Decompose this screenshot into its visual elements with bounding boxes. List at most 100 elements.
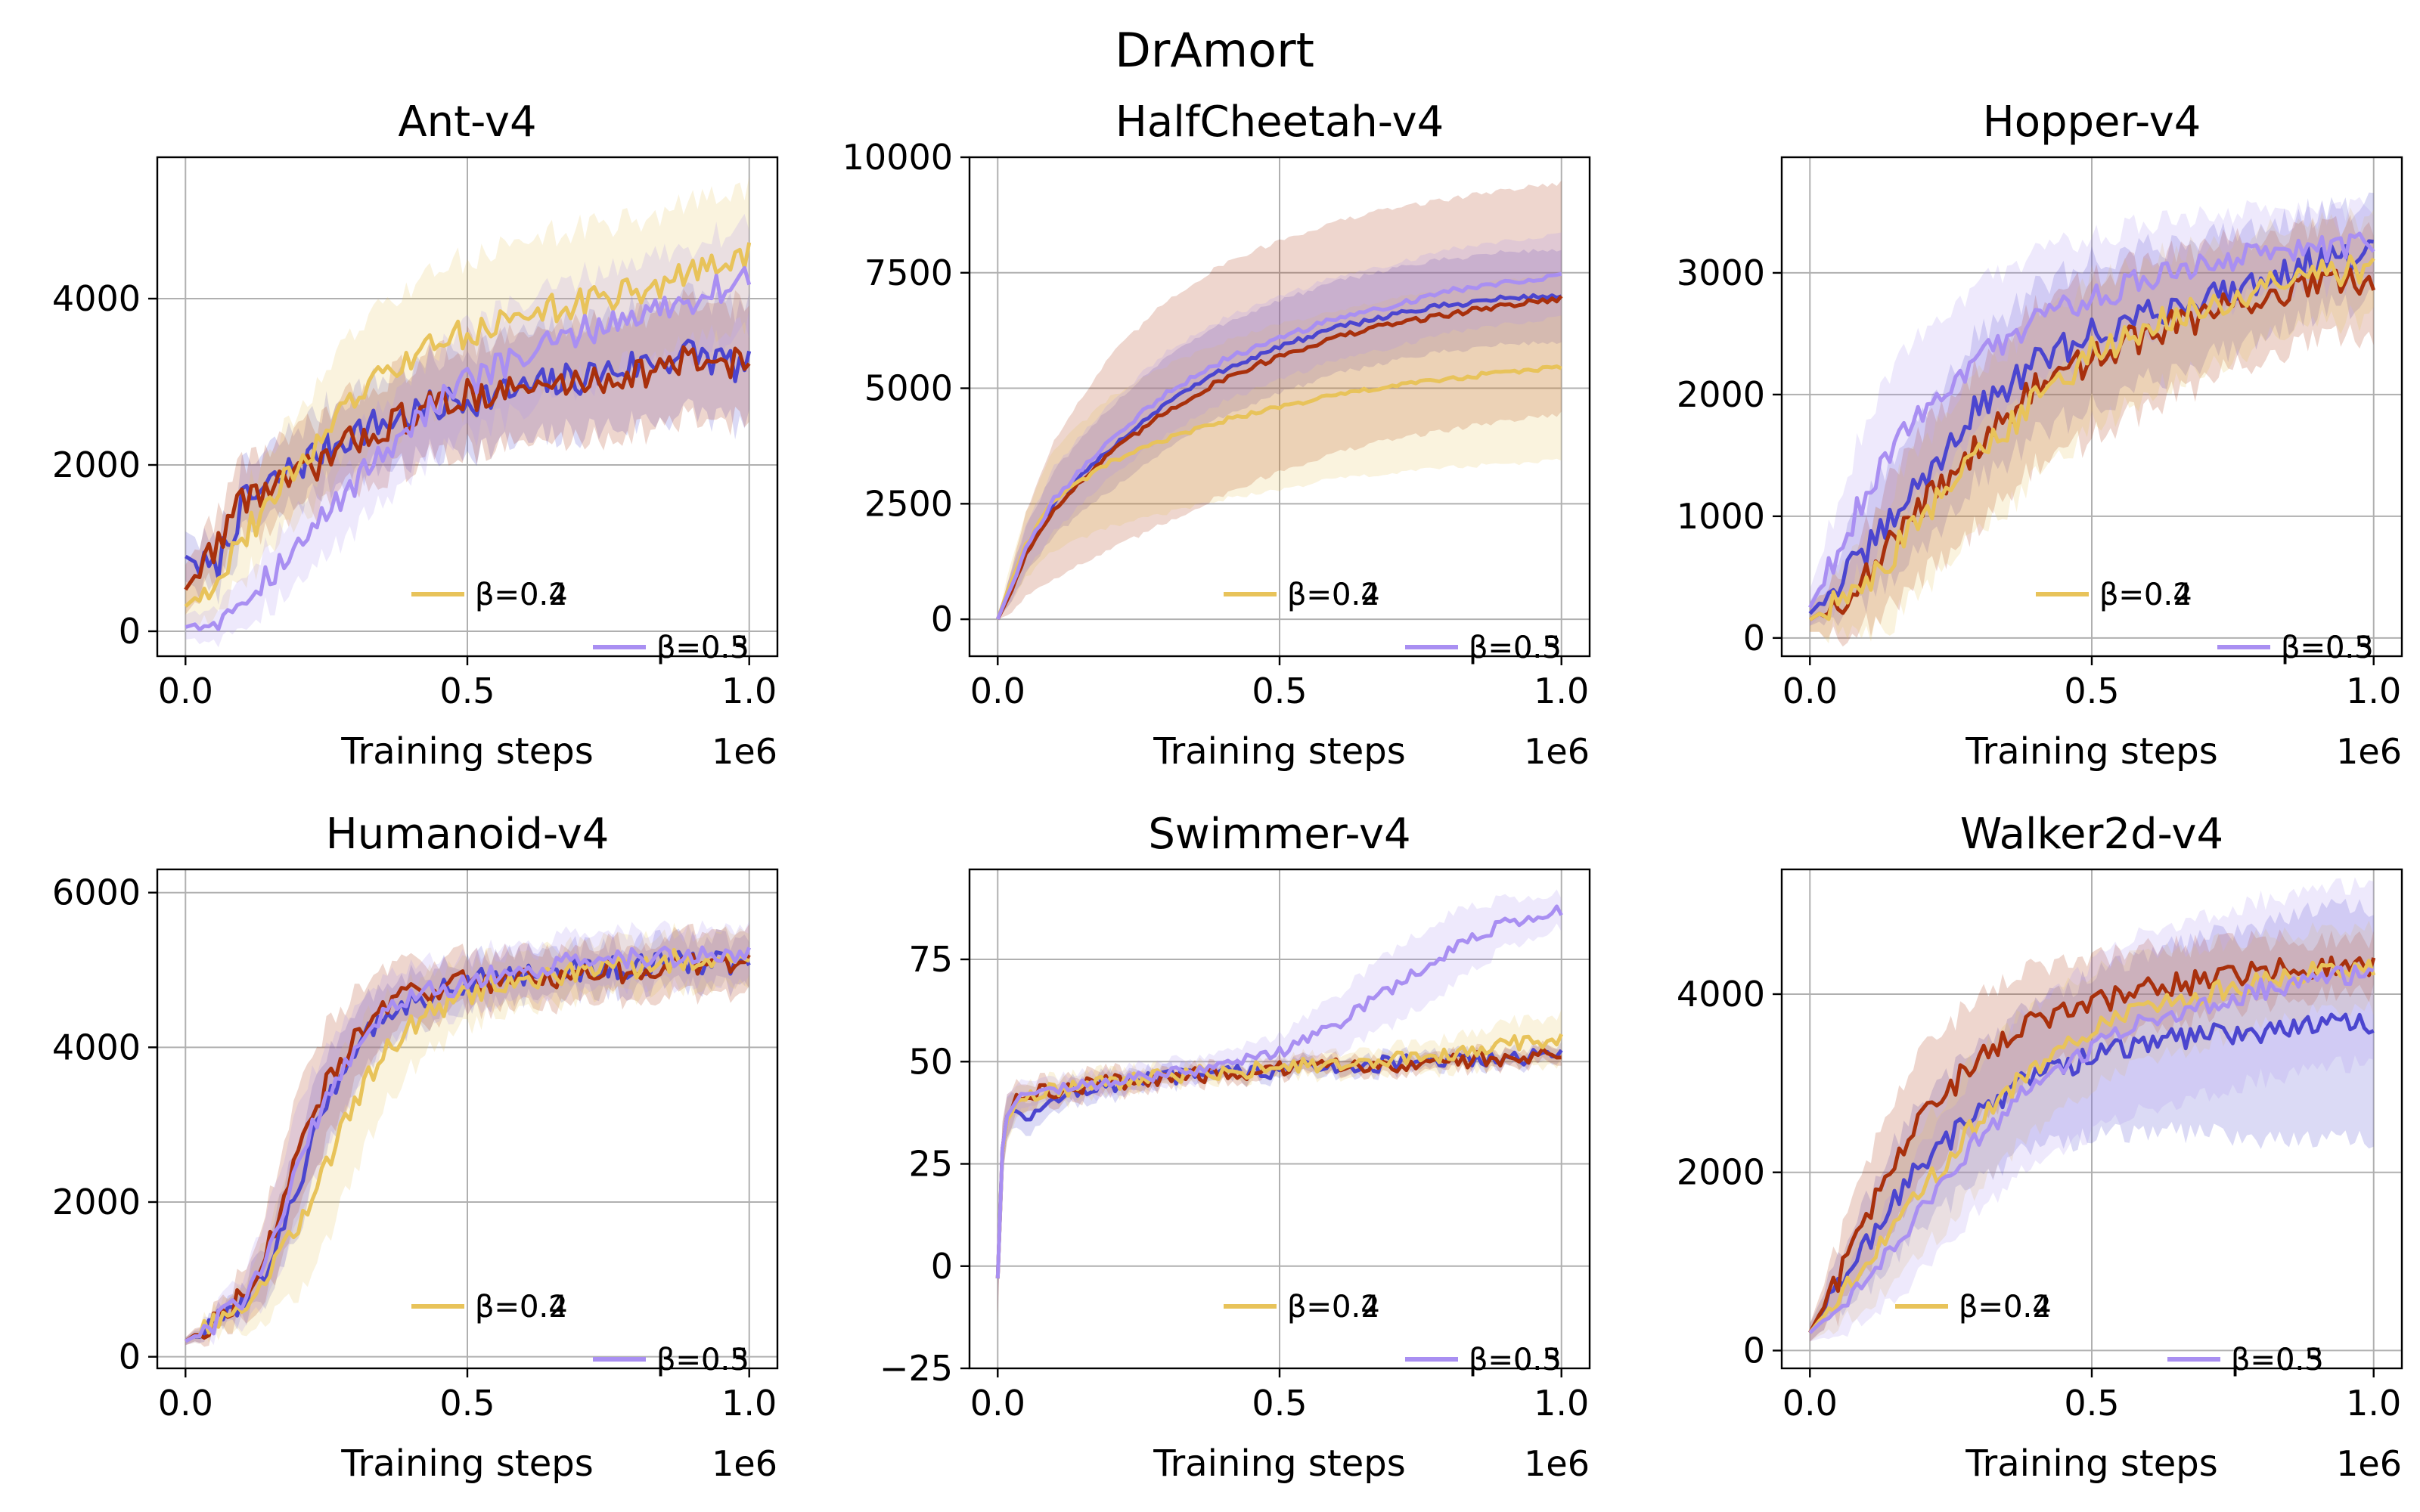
- y-tick-label: 2000: [52, 445, 141, 485]
- x-tick-label: 0.5: [2064, 671, 2119, 711]
- series-line-β=0.5: [185, 945, 751, 1343]
- confidence-band-β=0.4: [1810, 920, 2374, 1342]
- y-tick-label: 0: [931, 599, 953, 640]
- x-tick-label: 1.0: [2346, 1383, 2401, 1424]
- legend-label: β=0.2: [1959, 1290, 2052, 1325]
- ticks: [148, 297, 750, 665]
- series-line-β=0.3: [1808, 267, 2376, 621]
- y-tick-label: 10000: [842, 137, 953, 178]
- x-tick-label: 0.0: [970, 1383, 1025, 1424]
- series-line-β=0.5: [1808, 964, 2375, 1334]
- series-line-β=0.3: [1808, 955, 2376, 1334]
- x-tick-label: 0.0: [1782, 1383, 1838, 1424]
- y-tick-label: 0: [1743, 618, 1765, 658]
- plot-area: [995, 889, 1563, 1320]
- gridlines: [157, 157, 777, 656]
- confidence-band-β=0.4: [1810, 207, 2374, 644]
- figure-title: DrAmort: [1115, 23, 1314, 78]
- x-axis-multiplier: 1e6: [1524, 731, 1590, 772]
- axes-title: Ant-v4: [398, 98, 536, 147]
- series-line-β=0.5: [995, 904, 1563, 1279]
- series-line-β=0.5: [185, 265, 752, 632]
- y-tick-label: 2000: [1677, 374, 1765, 415]
- y-tick-label: 3000: [1677, 253, 1765, 293]
- x-tick-label: 0.0: [158, 671, 213, 711]
- x-axis-label: Training steps: [1153, 730, 1406, 773]
- plot-area: [995, 180, 1563, 621]
- x-tick-label: 0.0: [158, 1383, 213, 1424]
- plot-area: [184, 175, 752, 648]
- y-tick-label: 25: [908, 1144, 953, 1185]
- plot-area: [184, 920, 751, 1347]
- legend-label: β=0.4: [1287, 578, 1380, 612]
- x-tick-label: 1.0: [2346, 671, 2401, 711]
- x-axis-multiplier: 1e6: [712, 1443, 777, 1484]
- legend-label: β=0.4: [1959, 1290, 2052, 1325]
- legend-label: β=0.2: [475, 1290, 568, 1325]
- legend-label: β=0.3: [656, 1343, 749, 1377]
- y-tick-label: 0: [119, 611, 141, 652]
- x-axis-multiplier: 1e6: [1524, 1443, 1590, 1484]
- legend-label: β=0.4: [475, 1290, 568, 1325]
- confidence-band-β=0.4: [997, 274, 1562, 620]
- axes-title: Humanoid-v4: [326, 810, 610, 859]
- y-tick-label: 0: [931, 1246, 953, 1287]
- y-tick-label: 2000: [1677, 1152, 1765, 1193]
- x-tick-label: 1.0: [721, 1383, 777, 1424]
- axes-title: HalfCheetah-v4: [1115, 98, 1444, 147]
- series-line-β=0.5: [995, 271, 1562, 621]
- y-tick-label: 5000: [864, 368, 953, 409]
- y-tick-label: 4000: [1677, 974, 1765, 1015]
- legend-label: β=0.4: [2099, 578, 2192, 612]
- x-axis-label: Training steps: [340, 730, 594, 773]
- ticks: [1773, 993, 2375, 1377]
- panel-halfcheetah-v4: 0.0 0.5 1.0 0 2500 5000 7500 10000 HalfCheetah-v…: [842, 98, 1591, 773]
- gridlines: [157, 869, 777, 1368]
- legend: β=0.2 β=0.3 β=0.4 β=0.5: [1895, 1290, 2324, 1377]
- panel-hopper-v4: 0.0 0.5 1.0 0 1000 2000 3000 Hopper-v4 Training …: [1677, 98, 2403, 773]
- x-tick-label: 0.0: [1782, 671, 1838, 711]
- x-axis-label: Training steps: [1965, 1442, 2218, 1485]
- x-tick-label: 1.0: [1534, 1383, 1589, 1424]
- legend-label: β=0.2: [475, 578, 568, 612]
- series-line-β=0.3: [184, 345, 751, 591]
- panel-humanoid-v4: 0.0 0.5 1.0 0 2000 4000 6000 Humanoid-v4 Trainin…: [52, 810, 779, 1485]
- legend-label: β=0.3: [1469, 1343, 1562, 1377]
- series-line-β=0.2: [1808, 1012, 2375, 1334]
- confidence-band-β=0.3: [185, 923, 749, 1347]
- x-axis-label: Training steps: [340, 1442, 594, 1485]
- panel-swimmer-v4: 0.0 0.5 1.0 −25 0 25 50 75 Swimmer-v4 Training st…: [880, 810, 1591, 1485]
- legend-label: β=0.4: [1287, 1290, 1380, 1325]
- ticks: [1773, 271, 2375, 665]
- x-axis-multiplier: 1e6: [2336, 731, 2402, 772]
- legend-label: β=0.3: [2281, 631, 2374, 665]
- series-line-β=0.4: [1808, 254, 2375, 621]
- series-line-β=0.4: [995, 364, 1562, 620]
- x-tick-label: 1.0: [721, 671, 777, 711]
- x-axis-multiplier: 1e6: [712, 731, 777, 772]
- ticks: [960, 156, 1562, 665]
- confidence-band-β=0.5: [1810, 877, 2374, 1342]
- legend-label: β=0.2: [2099, 578, 2192, 612]
- panel-ant-v4: 0.0 0.5 1.0 0 2000 4000 Ant-v4 Training steps 1e…: [52, 98, 779, 773]
- confidence-band-β=0.5: [997, 889, 1562, 1312]
- legend-label: β=0.3: [656, 631, 749, 665]
- axes-title: Swimmer-v4: [1148, 810, 1410, 859]
- plot-area: [1808, 877, 2376, 1342]
- confidence-band-β=0.3: [997, 180, 1562, 620]
- legend-label: β=0.5: [2281, 631, 2374, 665]
- legend: β=0.2 β=0.3 β=0.4 β=0.5: [2036, 578, 2374, 665]
- axes-title: Walker2d-v4: [1960, 810, 2223, 859]
- x-tick-label: 1.0: [1534, 671, 1589, 711]
- x-tick-label: 0.5: [1252, 1383, 1307, 1424]
- x-axis-label: Training steps: [1153, 1442, 1406, 1485]
- legend-label: β=0.3: [2231, 1343, 2324, 1377]
- y-tick-label: 0: [1743, 1330, 1765, 1371]
- y-tick-label: 7500: [864, 253, 953, 293]
- y-tick-label: 2000: [52, 1182, 141, 1222]
- plot-area: [1808, 192, 2376, 647]
- series-line-β=0.4: [1808, 959, 2376, 1334]
- confidence-band-β=0.3: [1810, 214, 2374, 647]
- legend-label: β=0.4: [475, 578, 568, 612]
- legend: β=0.2 β=0.3 β=0.4 β=0.5: [1224, 578, 1562, 665]
